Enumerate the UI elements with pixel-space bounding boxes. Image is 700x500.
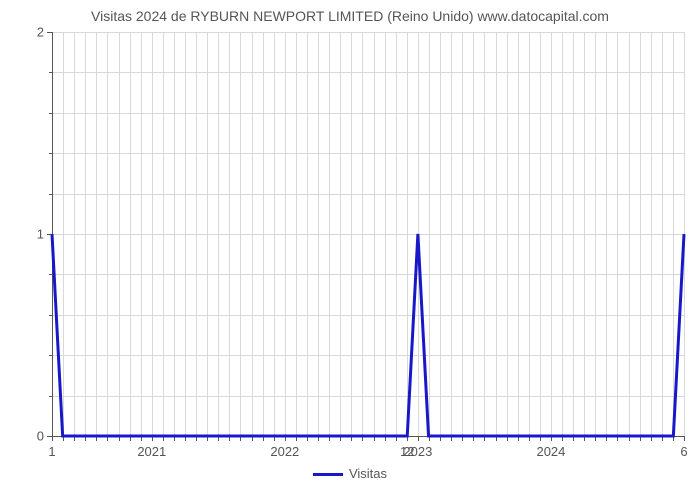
legend: Visitas — [0, 466, 700, 481]
legend-line — [313, 473, 343, 476]
x-extra-label-left: 1 — [48, 444, 55, 459]
plot-area: 01220212022202320241126 — [52, 32, 684, 436]
y-tick-label: 0 — [37, 429, 52, 444]
x-extra-label-right: 6 — [680, 444, 687, 459]
x-tick-label: 2021 — [137, 436, 166, 459]
x-tick-label: 2024 — [536, 436, 565, 459]
x-tick-label: 2022 — [270, 436, 299, 459]
y-tick-label: 1 — [37, 227, 52, 242]
chart-container: Visitas 2024 de RYBURN NEWPORT LIMITED (… — [0, 0, 700, 500]
y-tick-label: 2 — [37, 25, 52, 40]
chart-title: Visitas 2024 de RYBURN NEWPORT LIMITED (… — [0, 8, 700, 24]
data-line — [52, 32, 684, 436]
x-extra-label-mid: 12 — [400, 444, 414, 459]
legend-label: Visitas — [349, 466, 387, 481]
